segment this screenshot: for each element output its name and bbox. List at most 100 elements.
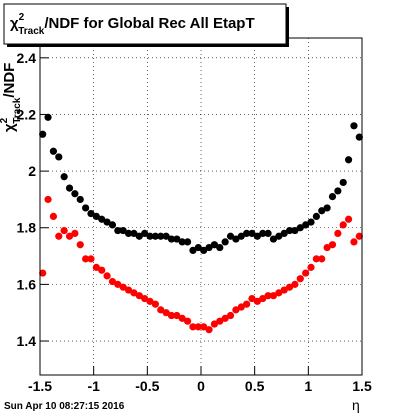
data-point bbox=[232, 235, 240, 243]
data-point bbox=[221, 314, 229, 322]
y-tick-label: 1.8 bbox=[17, 220, 37, 236]
data-point bbox=[323, 243, 331, 252]
data-point bbox=[49, 147, 58, 155]
data-point bbox=[167, 311, 176, 320]
data-point bbox=[119, 283, 127, 291]
data-point bbox=[135, 232, 143, 240]
x-axis-label: η bbox=[352, 397, 360, 413]
data-point bbox=[65, 232, 74, 240]
data-point bbox=[216, 243, 224, 252]
data-point bbox=[49, 212, 58, 221]
data-point bbox=[216, 317, 224, 325]
data-point bbox=[280, 286, 288, 294]
data-point bbox=[307, 263, 315, 271]
data-point bbox=[248, 229, 256, 238]
data-point bbox=[339, 221, 347, 229]
data-point bbox=[119, 226, 127, 235]
data-point bbox=[98, 215, 106, 223]
data-point bbox=[200, 246, 208, 254]
title-sup: 2 bbox=[19, 12, 25, 23]
title-shadow bbox=[286, 7, 289, 47]
data-point bbox=[210, 320, 219, 328]
data-point bbox=[344, 156, 353, 164]
data-point bbox=[259, 294, 267, 303]
data-point bbox=[167, 235, 176, 243]
y-label-symbol: χ bbox=[1, 123, 18, 132]
data-point bbox=[248, 294, 256, 303]
data-point bbox=[334, 187, 342, 195]
y-axis-label: χ2 Track/NDF bbox=[0, 63, 23, 132]
data-point bbox=[237, 303, 245, 311]
footer-date: Sun Apr 10 08:27:15 2016 bbox=[4, 401, 125, 412]
data-point bbox=[328, 192, 337, 201]
data-point bbox=[65, 184, 74, 192]
data-point bbox=[114, 280, 122, 288]
data-point bbox=[253, 232, 261, 240]
data-point bbox=[328, 241, 337, 249]
data-point bbox=[39, 269, 47, 277]
title-rest: /NDF for Global Rec All EtapT bbox=[44, 15, 254, 32]
x-tick-label: -0.5 bbox=[135, 378, 159, 394]
data-point bbox=[243, 300, 251, 308]
y-tick-label: 2.2 bbox=[17, 106, 37, 122]
data-point bbox=[55, 232, 63, 240]
data-point bbox=[350, 122, 358, 130]
data-point bbox=[275, 289, 283, 297]
data-point bbox=[226, 232, 235, 240]
data-point bbox=[296, 224, 304, 232]
data-point bbox=[194, 243, 202, 252]
data-point bbox=[60, 173, 68, 181]
y-label-rest: /NDF bbox=[1, 63, 18, 98]
data-point bbox=[71, 229, 79, 238]
y-label-sub: Track bbox=[12, 97, 23, 124]
title-symbol: χ bbox=[10, 15, 19, 32]
x-tick-label: 0.5 bbox=[245, 378, 265, 394]
data-point bbox=[82, 204, 90, 212]
data-point bbox=[350, 238, 358, 246]
data-point bbox=[162, 309, 170, 317]
data-point bbox=[334, 229, 342, 238]
data-point bbox=[108, 221, 117, 229]
data-point bbox=[296, 275, 304, 283]
data-point bbox=[157, 306, 165, 314]
data-point bbox=[253, 297, 261, 305]
data-point bbox=[87, 209, 95, 218]
data-point bbox=[178, 314, 186, 322]
y-tick-label: 1.6 bbox=[17, 276, 37, 292]
data-point bbox=[243, 229, 251, 238]
data-point bbox=[189, 246, 197, 254]
data-point bbox=[157, 232, 165, 240]
data-point bbox=[183, 238, 192, 246]
data-point bbox=[103, 218, 111, 226]
chart-title: χ2 Track/NDF for Global Rec All EtapT bbox=[10, 12, 255, 37]
data-point bbox=[108, 277, 117, 286]
data-point bbox=[200, 323, 208, 331]
data-point bbox=[269, 235, 278, 243]
data-point bbox=[141, 229, 149, 238]
y-tick-label: 2 bbox=[28, 163, 36, 179]
data-point bbox=[76, 195, 84, 204]
data-point bbox=[205, 243, 213, 252]
data-point bbox=[183, 317, 192, 325]
data-point bbox=[44, 195, 52, 204]
x-tick-label: -1.5 bbox=[28, 378, 52, 394]
data-point bbox=[355, 232, 363, 240]
data-point bbox=[221, 238, 229, 246]
data-point bbox=[82, 255, 90, 263]
data-point bbox=[98, 266, 106, 274]
data-point bbox=[285, 226, 294, 235]
y-label-sup: 2 bbox=[0, 117, 10, 123]
data-point bbox=[264, 229, 272, 238]
data-point bbox=[307, 218, 315, 226]
x-tick-label: 1.5 bbox=[352, 378, 372, 394]
data-point bbox=[135, 292, 143, 300]
data-point bbox=[162, 232, 170, 240]
title-sub: Track bbox=[18, 26, 45, 37]
data-point bbox=[355, 133, 363, 141]
data-point bbox=[44, 113, 52, 121]
data-point bbox=[318, 207, 326, 215]
x-tick-label: 1 bbox=[304, 378, 312, 394]
data-point bbox=[114, 226, 122, 235]
data-point bbox=[312, 212, 320, 221]
